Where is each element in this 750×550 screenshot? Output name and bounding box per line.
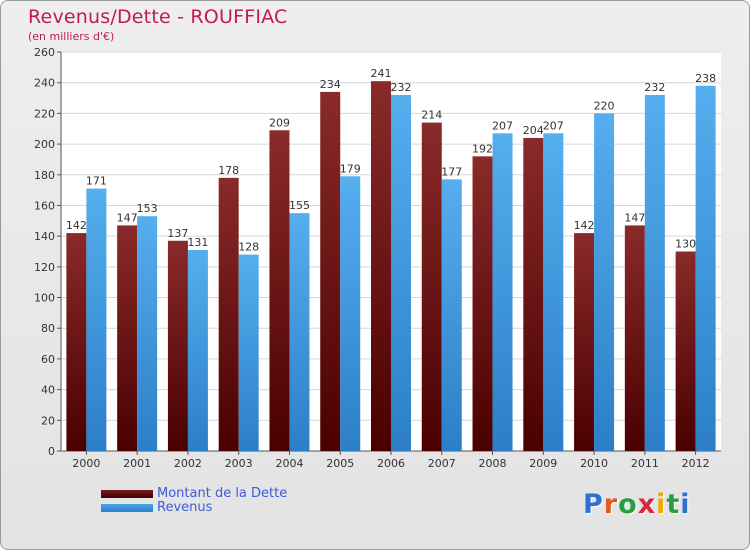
x-tick-label: 2000 [72,457,100,470]
bar-dette [218,177,239,452]
y-tick-label: 40 [41,384,55,397]
proxiti-logo: Proxiti [583,489,691,520]
bar-dette [421,122,442,451]
bar-dette [624,225,645,451]
y-tick-label: 160 [34,199,55,212]
data-label-revenus: 207 [543,119,564,132]
bar-revenus [644,94,665,451]
bar-revenus [238,254,259,451]
data-label-revenus: 131 [187,236,208,249]
legend-swatch-revenus [101,503,153,512]
bar-revenus [695,85,716,451]
legend-item-dette: Montant de la Dette [101,487,287,501]
bar-revenus [340,176,361,452]
logo-letter: r [603,489,619,520]
data-label-dette: 142 [574,219,595,232]
bar-revenus [137,216,158,451]
x-tick-label: 2001 [123,457,151,470]
data-label-revenus: 155 [289,199,310,212]
bar-revenus [86,188,107,452]
bar-dette [269,130,290,451]
x-tick-label: 2004 [275,457,303,470]
x-tick-label: 2007 [428,457,456,470]
legend-label-dette: Montant de la Dette [157,486,288,501]
data-label-dette: 137 [167,227,188,240]
data-label-dette: 147 [624,211,645,224]
legend-swatch-dette [101,489,153,498]
data-label-dette: 192 [472,142,493,155]
bar-dette [523,137,544,451]
bar-revenus [543,133,564,452]
data-label-dette: 234 [320,78,341,91]
data-label-revenus: 128 [238,241,259,254]
x-tick-label: 2010 [580,457,608,470]
chart-title: Revenus/Dette - ROUFFIAC [28,6,288,28]
bar-revenus [594,113,615,451]
logo-letter: P [583,489,604,520]
bar-dette [574,233,595,451]
legend-label-revenus: Revenus [157,500,213,515]
data-label-dette: 204 [523,124,544,137]
bar-revenus [391,94,411,451]
y-tick-label: 220 [34,107,55,120]
x-tick-label: 2008 [479,457,507,470]
x-tick-label: 2006 [377,457,405,470]
data-label-dette: 147 [117,211,138,224]
data-label-dette: 214 [421,109,442,122]
y-tick-label: 60 [41,353,55,366]
data-label-revenus: 179 [340,162,361,175]
logo-letter: o [618,489,638,520]
bar-dette [371,81,391,452]
bar-dette [675,251,696,451]
data-label-dette: 130 [675,238,696,251]
data-label-dette: 241 [371,67,392,80]
data-label-revenus: 207 [492,119,513,132]
data-label-revenus: 220 [594,99,615,112]
bar-revenus [441,179,462,451]
y-tick-label: 180 [34,169,55,182]
x-tick-label: 2002 [174,457,202,470]
data-label-revenus: 232 [644,81,665,94]
x-tick-label: 2009 [529,457,557,470]
y-tick-label: 200 [34,138,55,151]
legend: Montant de la Dette Revenus [101,487,287,515]
data-label-revenus: 153 [137,202,158,215]
data-label-revenus: 177 [441,165,462,178]
bar-dette [167,240,188,451]
y-tick-label: 140 [34,230,55,243]
y-tick-label: 240 [34,77,55,90]
data-label-dette: 142 [66,219,87,232]
x-tick-label: 2012 [682,457,710,470]
x-tick-label: 2005 [326,457,354,470]
legend-item-revenus: Revenus [101,501,287,515]
bar-dette [320,91,341,452]
y-tick-label: 260 [34,46,55,59]
chart-subtitle: (en milliers d'€) [28,30,115,43]
logo-letter: x [637,489,657,520]
bar-dette [66,233,87,451]
bar-dette [117,225,138,451]
logo-letter: i [656,489,667,520]
bar-dette [472,156,493,451]
y-tick-label: 20 [41,414,55,427]
data-label-revenus: 171 [86,175,107,188]
x-tick-label: 2011 [631,457,659,470]
data-label-revenus: 238 [695,72,716,85]
data-label-dette: 209 [269,116,290,129]
y-tick-label: 0 [48,445,55,458]
data-label-dette: 178 [218,164,239,177]
bar-revenus [492,133,513,452]
bar-revenus [289,213,310,451]
y-tick-label: 100 [34,292,55,305]
data-label-revenus: 232 [391,81,412,94]
y-tick-label: 120 [34,261,55,274]
logo-letter: i [680,489,691,520]
bar-revenus [187,249,208,451]
y-tick-label: 80 [41,322,55,335]
x-tick-label: 2003 [225,457,253,470]
logo-letter: t [666,489,681,520]
